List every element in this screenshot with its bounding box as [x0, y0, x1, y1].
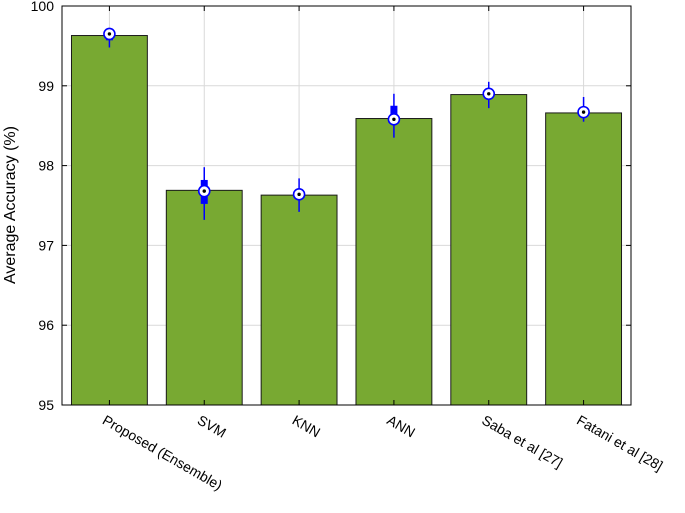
y-tick-label: 95 [38, 397, 54, 413]
bar [70, 35, 148, 406]
plot-frame [61, 5, 632, 406]
box-median-dot [107, 32, 112, 36]
x-tick-label: Fatani et al [28] [574, 412, 666, 474]
x-tick-label: KNN [290, 412, 324, 441]
y-tick-label: 98 [38, 158, 54, 174]
x-tick-label: SVM [195, 412, 229, 441]
x-tick-label: ANN [384, 412, 418, 441]
y-tick-label: 97 [38, 237, 54, 253]
box-median-dot [297, 192, 301, 197]
bar [165, 189, 243, 406]
y-ticks: 95 96 97 98 99 100 [31, 0, 631, 413]
bar [260, 194, 338, 406]
bar [545, 112, 623, 406]
box-median-dot [581, 110, 586, 114]
bar [450, 94, 528, 406]
box-median-dot [487, 92, 491, 96]
x-tick-label: Saba et al [27] [479, 412, 565, 471]
y-tick-label: 100 [31, 0, 55, 14]
bar [355, 118, 433, 406]
y-axis-label: Average Accuracy (%) [2, 126, 19, 284]
bars [70, 35, 623, 406]
box-median-dot [202, 189, 206, 193]
y-tick-label: 96 [38, 317, 54, 333]
y-tick-label: 99 [38, 78, 54, 94]
box-plots [103, 27, 590, 220]
box-median-dot [392, 117, 396, 122]
